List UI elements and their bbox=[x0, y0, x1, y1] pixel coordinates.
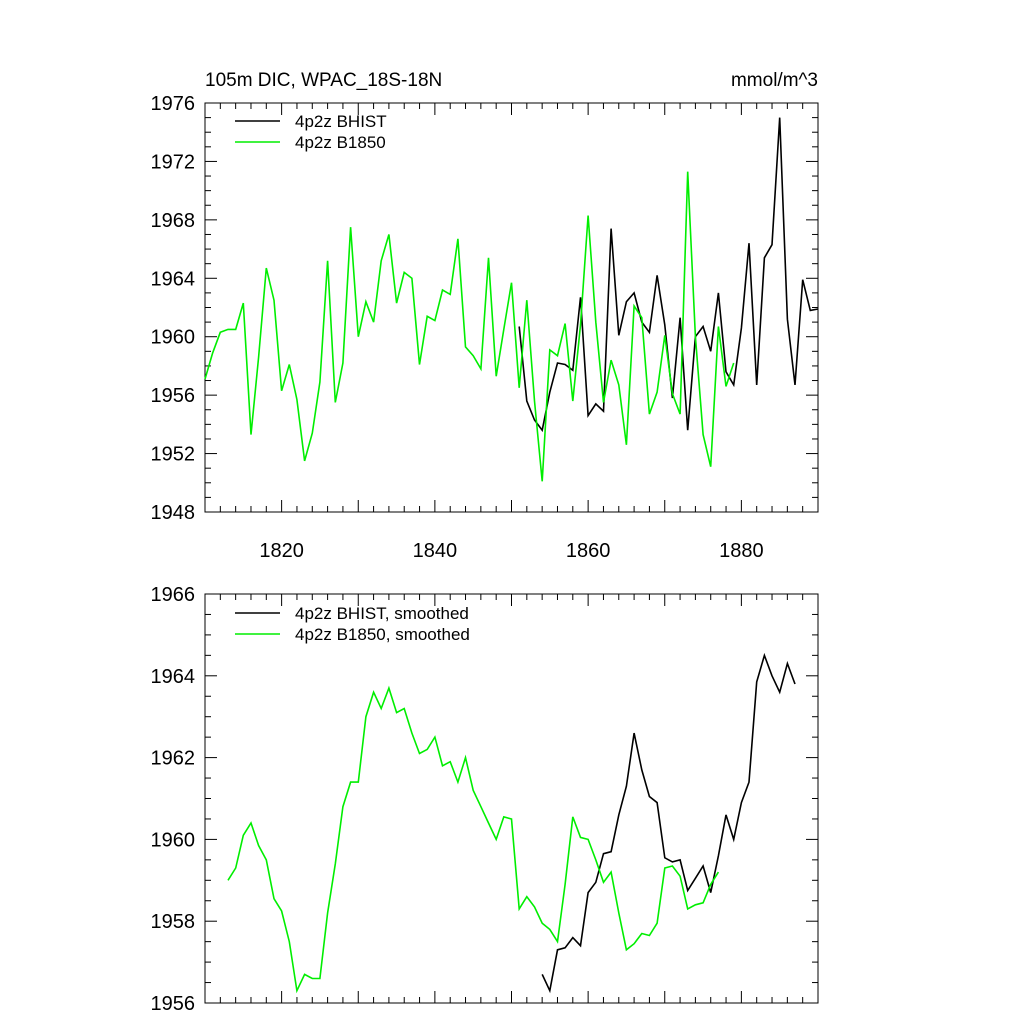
legend-label-2: 4p2z B1850, smoothed bbox=[295, 625, 470, 644]
x-tick-label: 1880 bbox=[719, 540, 764, 562]
chart-title: 105m DIC, WPAC_18S-18N bbox=[205, 70, 442, 91]
plot-frame bbox=[204, 593, 819, 1004]
y-tick-label: 1976 bbox=[151, 93, 196, 115]
y-tick-label: 1958 bbox=[151, 911, 196, 933]
legend-label-1: 4p2z BHIST bbox=[295, 112, 387, 131]
y-tick-label: 1972 bbox=[151, 151, 196, 173]
x-tick-label: 1820 bbox=[259, 540, 304, 562]
y-tick-label: 1952 bbox=[151, 444, 196, 466]
legend-label-1: 4p2z BHIST, smoothed bbox=[295, 604, 469, 623]
y-tick-label: 1962 bbox=[151, 748, 196, 770]
y-tick-label: 1966 bbox=[151, 584, 196, 606]
series-line-2 bbox=[227, 685, 720, 994]
chart-panel-1: 1948 1952 1956 1960 1964 1968 1972 1976 1820 1840… bbox=[151, 70, 819, 562]
x-tick-label: 1840 bbox=[413, 540, 458, 562]
y-tick-label: 1956 bbox=[151, 993, 196, 1015]
x-tick-label: 1860 bbox=[566, 540, 611, 562]
series-line-1 bbox=[541, 652, 796, 994]
y-tick-label: 1948 bbox=[151, 502, 196, 524]
series-line-2 bbox=[204, 171, 735, 482]
y-tick-label: 1960 bbox=[151, 829, 196, 851]
chart-panel-2: 1956 1958 1960 1962 1964 1966 4p2z BHIST, smoo… bbox=[151, 584, 819, 1015]
y-tick-label: 1968 bbox=[151, 210, 196, 232]
units-label: mmol/m^3 bbox=[731, 70, 818, 91]
axis-ticks bbox=[204, 593, 819, 1004]
series-line-1 bbox=[518, 117, 819, 433]
plot-frame bbox=[204, 102, 819, 513]
legend-label-2: 4p2z B1850 bbox=[295, 133, 386, 152]
y-tick-label: 1956 bbox=[151, 385, 196, 407]
y-tick-label: 1964 bbox=[151, 268, 196, 290]
y-tick-label: 1960 bbox=[151, 327, 196, 349]
axis-ticks bbox=[204, 102, 819, 513]
y-tick-label: 1964 bbox=[151, 666, 196, 688]
